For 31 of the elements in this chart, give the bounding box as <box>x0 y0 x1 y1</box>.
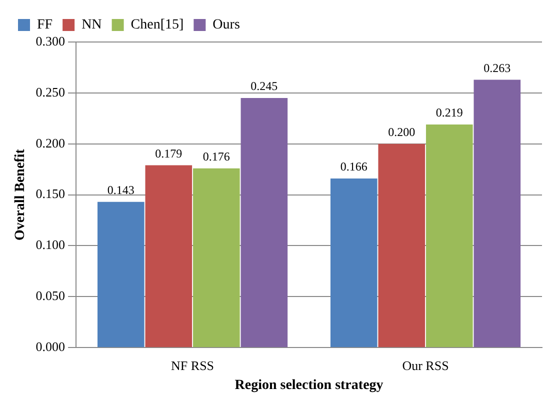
bar <box>145 165 192 348</box>
bar <box>378 144 426 348</box>
data-label: 0.176 <box>202 149 230 164</box>
y-tick-label: 0.050 <box>36 288 66 304</box>
legend-label: Ours <box>212 18 240 33</box>
y-axis-title: Overall Benefit <box>13 148 28 240</box>
data-label: 0.200 <box>388 125 416 140</box>
y-tick-label: 0.200 <box>36 135 66 150</box>
data-label: 0.245 <box>250 79 278 94</box>
y-tick-label: 0.300 <box>36 33 66 48</box>
bar <box>426 124 473 348</box>
bar <box>240 98 288 348</box>
bar <box>97 202 144 348</box>
x-tick-label: Our RSS <box>402 358 449 373</box>
x-tick-label: NF RSS <box>171 358 214 373</box>
data-label: 0.263 <box>484 60 511 75</box>
data-label: 0.179 <box>155 146 182 160</box>
data-label: 0.166 <box>340 160 368 174</box>
data-label: 0.143 <box>107 183 134 198</box>
legend-label: Chen[15] <box>130 18 184 33</box>
data-label: 0.219 <box>436 106 463 120</box>
bar <box>330 178 378 348</box>
bar <box>474 80 521 348</box>
bar <box>193 168 240 348</box>
x-axis-title: Region selection strategy <box>234 378 384 394</box>
y-tick-label: 0.150 <box>36 186 66 202</box>
y-tick-label: 0.250 <box>36 84 66 100</box>
y-tick-label: 0.100 <box>36 237 66 252</box>
legend-label: FF <box>37 18 53 33</box>
legend-label: NN <box>82 18 102 33</box>
y-tick-label: 0.000 <box>36 339 66 354</box>
